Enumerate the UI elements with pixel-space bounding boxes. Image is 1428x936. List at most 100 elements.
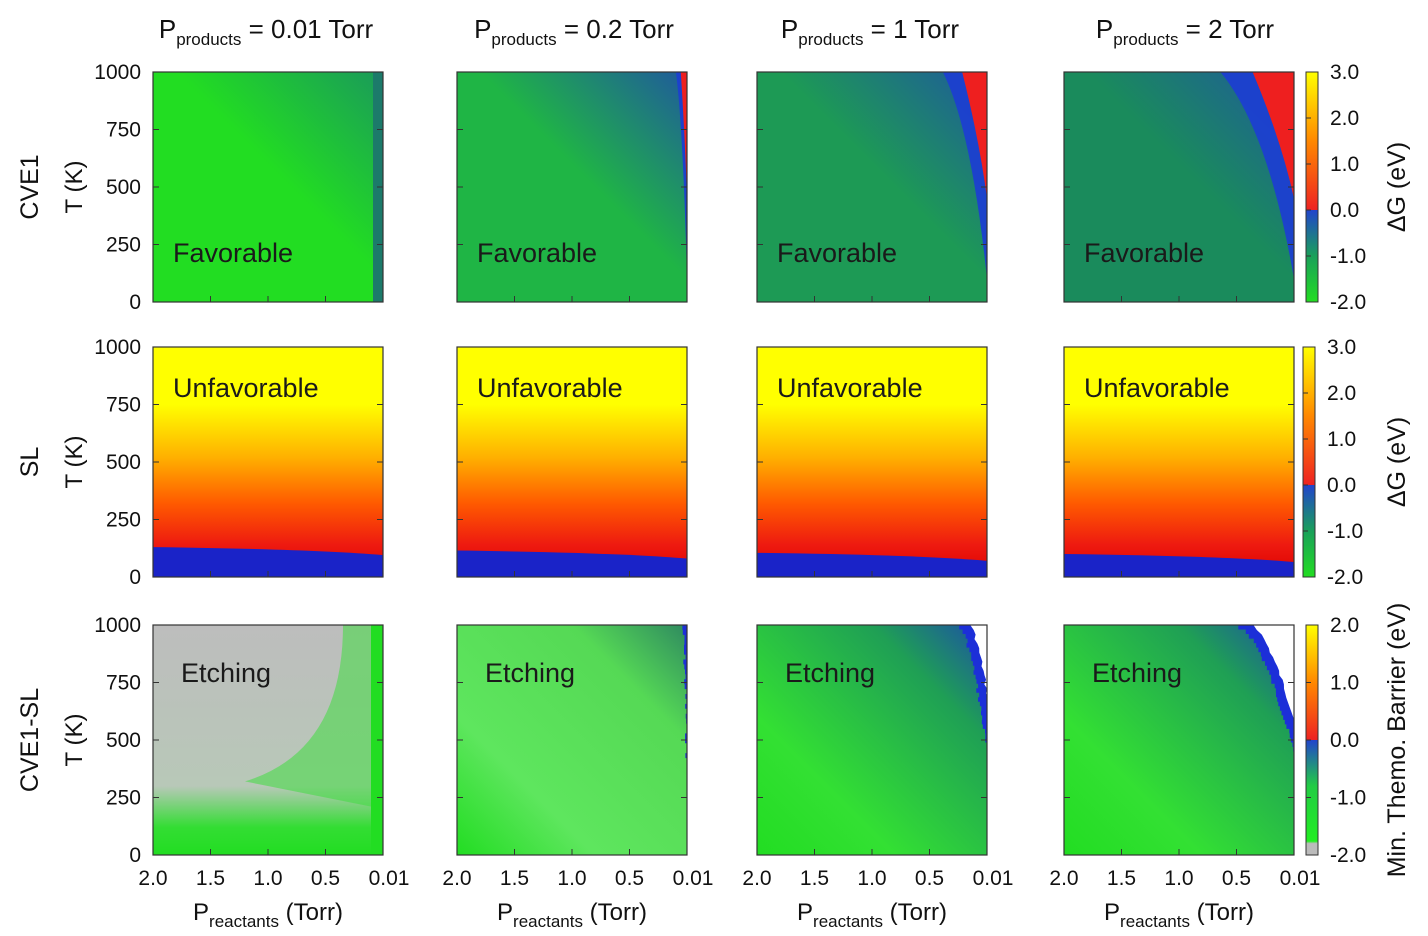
x-axis-label: Preactants (Torr) <box>1104 899 1254 931</box>
x-tick-label: 1.5 <box>1107 867 1136 890</box>
y-tick-label: 1000 <box>94 614 141 637</box>
panel: Etching 2.0 1.5 1.0 0.5 0.01 <box>442 621 714 890</box>
colorbar-tick-label: 0.0 <box>1330 199 1359 222</box>
positive-region <box>1252 72 1294 199</box>
positive-region <box>680 72 687 199</box>
panel: Favorable <box>456 71 688 303</box>
x-tick-label: 1.5 <box>196 867 225 890</box>
x-tick-label: 2.0 <box>138 867 167 890</box>
heatmap-cell <box>757 625 987 855</box>
region-label: Etching <box>181 658 271 688</box>
colorbar-tick-label: 3.0 <box>1330 61 1359 84</box>
colorbar-label: ΔG (eV) <box>1383 417 1411 507</box>
colorbar: 2.0 1.0 0.0 -1.0 -2.0 Min. Themo. Barrier (eV… <box>1305 603 1411 878</box>
x-tick-label: 1.0 <box>253 867 282 890</box>
region-label: Unfavorable <box>1084 373 1230 403</box>
panel: Favorable <box>756 71 988 303</box>
row-label: CVE1 <box>16 154 44 219</box>
undefined-region <box>965 625 987 696</box>
region-label: Favorable <box>477 238 597 268</box>
colorbar-tick-label: 2.0 <box>1330 107 1359 130</box>
colorbar-tick-label: 1.0 <box>1327 428 1356 451</box>
x-tick-label: 0.5 <box>615 867 644 890</box>
x-tick-label: 1.5 <box>800 867 829 890</box>
heatmap-cell <box>457 625 687 855</box>
y-tick-label: 0 <box>129 566 141 589</box>
heatmap-cell <box>457 72 687 302</box>
heatmap-cell <box>1064 347 1294 577</box>
x-axis-label: Preactants (Torr) <box>797 899 947 931</box>
region-label: Favorable <box>1084 238 1204 268</box>
heatmap-cell <box>153 72 383 302</box>
panel: Favorable <box>1063 71 1295 303</box>
x-tick-label: 0.01 <box>673 867 714 890</box>
colorbar-tick-label: 0.0 <box>1327 474 1356 497</box>
x-tick-label: 2.0 <box>442 867 471 890</box>
panel: Unfavorable <box>756 346 988 578</box>
row-label: SL <box>16 447 44 478</box>
x-tick-label: 0.01 <box>973 867 1014 890</box>
y-axis-label: T (K) <box>61 161 88 214</box>
positive-region <box>962 72 987 199</box>
y-tick-label: 500 <box>106 451 141 474</box>
x-tick-label: 1.0 <box>557 867 586 890</box>
y-axis-label: T (K) <box>61 714 88 767</box>
panel: Unfavorable <box>1063 346 1295 578</box>
x-tick-label: 1.5 <box>500 867 529 890</box>
negative-region <box>959 625 987 752</box>
colorbar-gradient <box>1305 71 1319 303</box>
negative-region <box>682 625 687 763</box>
panel: Etching 0 250 500 750 1000 2.0 1.5 1.0 0.5 0.01 <box>94 614 409 890</box>
x-tick-label: 1.0 <box>857 867 886 890</box>
column-header: Pproducts = 0.2 Torr <box>474 14 674 49</box>
region-label: Unfavorable <box>777 373 923 403</box>
x-tick-label: 0.5 <box>311 867 340 890</box>
column-header: Pproducts = 0.01 Torr <box>159 14 374 49</box>
x-tick-label: 1.0 <box>1164 867 1193 890</box>
panel: Unfavorable 0 250 500 750 1000 <box>94 336 384 589</box>
heatmap-cell <box>457 347 687 577</box>
colorbar-tick-label: 3.0 <box>1327 336 1356 359</box>
x-tick-label: 2.0 <box>1049 867 1078 890</box>
x-tick-label: 2.0 <box>742 867 771 890</box>
region-label: Unfavorable <box>477 373 623 403</box>
y-tick-label: 1000 <box>94 336 141 359</box>
colorbar-tick-label: -2.0 <box>1330 291 1366 314</box>
y-tick-label: 0 <box>129 291 141 314</box>
region-label: Favorable <box>173 238 293 268</box>
panel: Etching 2.0 1.5 1.0 0.5 0.01 <box>742 624 1014 890</box>
y-tick-label: 250 <box>106 509 141 532</box>
colorbar: 3.0 2.0 1.0 0.0 -1.0 -2.0 ΔG (eV) <box>1302 336 1411 589</box>
x-tick-label: 0.5 <box>1222 867 1251 890</box>
x-tick-label: 0.5 <box>915 867 944 890</box>
region-label: Etching <box>1092 658 1182 688</box>
y-tick-label: 500 <box>106 729 141 752</box>
y-tick-label: 500 <box>106 176 141 199</box>
colorbar-label: ΔG (eV) <box>1383 142 1411 232</box>
heatmap-cell <box>757 72 987 302</box>
y-tick-label: 750 <box>106 672 141 695</box>
colorbar-label: Min. Themo. Barrier (eV) <box>1383 603 1411 878</box>
x-axis-label: Preactants (Torr) <box>497 899 647 931</box>
region-label: Favorable <box>777 238 897 268</box>
negative-region <box>153 547 383 577</box>
y-tick-label: 750 <box>106 394 141 417</box>
transition-region <box>245 625 383 809</box>
colorbar-tick-label: 1.0 <box>1330 672 1359 695</box>
colorbar-tick-label: 2.0 <box>1330 614 1359 637</box>
x-tick-label: 0.01 <box>1280 867 1321 890</box>
y-tick-label: 1000 <box>94 61 141 84</box>
colorbar-tick-label: 0.0 <box>1330 729 1359 752</box>
undefined-region <box>687 621 695 759</box>
negative-region <box>457 550 687 577</box>
region-label: Unfavorable <box>173 373 319 403</box>
y-tick-label: 750 <box>106 119 141 142</box>
negative-region <box>757 552 987 577</box>
x-axis-label: Preactants (Torr) <box>193 899 343 931</box>
colorbar-tick-label: -1.0 <box>1330 787 1366 810</box>
y-tick-label: 250 <box>106 787 141 810</box>
row-label: CVE1-SL <box>16 688 44 792</box>
heatmap-cell <box>757 347 987 577</box>
region-label: Etching <box>785 658 875 688</box>
y-tick-label: 250 <box>106 234 141 257</box>
